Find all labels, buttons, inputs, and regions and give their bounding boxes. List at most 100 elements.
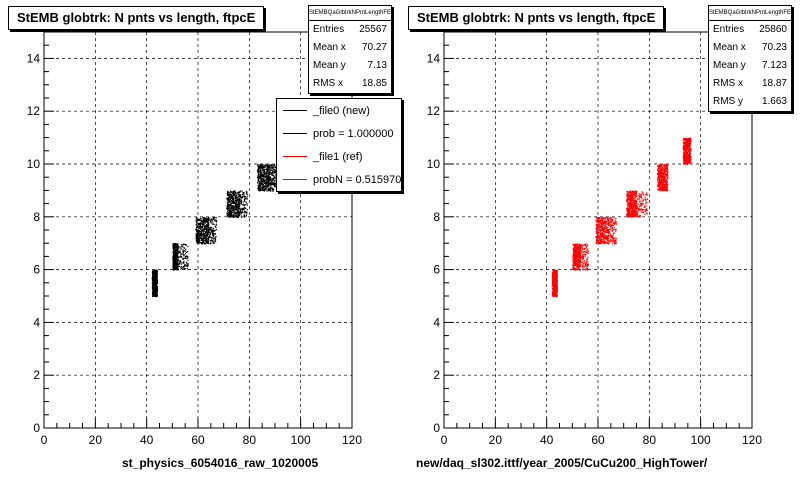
scatter-point <box>180 248 182 250</box>
scatter-point <box>274 166 276 168</box>
scatter-point <box>630 191 632 193</box>
legend-swatch <box>283 156 307 157</box>
scatter-point <box>627 198 630 200</box>
scatter-point <box>180 262 182 264</box>
scatter-point <box>604 217 607 219</box>
scatter-point <box>264 165 266 167</box>
scatter-point <box>603 230 605 232</box>
scatter-point <box>611 220 613 222</box>
scatter-point <box>575 250 577 252</box>
x-tick-label: 20 <box>489 433 503 447</box>
scatter-point <box>263 173 265 175</box>
scatter-point <box>184 265 186 267</box>
scatter-point <box>212 218 214 220</box>
scatter-point <box>186 265 188 268</box>
scatter-point <box>264 173 266 175</box>
scatter-point <box>632 210 634 212</box>
scatter-point <box>200 234 202 236</box>
scatter-point <box>207 240 209 242</box>
scatter-point <box>574 258 576 260</box>
scatter-point <box>632 216 634 218</box>
scatter-point <box>197 229 199 231</box>
scatter-point <box>603 220 605 222</box>
scatter-point <box>607 242 609 244</box>
scatter-point <box>175 243 177 245</box>
scatter-point <box>578 262 581 265</box>
scatter-point <box>580 245 582 247</box>
scatter-point <box>155 293 157 295</box>
scatter-point <box>268 166 270 168</box>
scatter-point <box>227 191 229 193</box>
scatter-point <box>631 206 633 208</box>
scatter-point <box>233 200 235 202</box>
scatter-point <box>235 196 238 198</box>
scatter-point <box>602 234 604 237</box>
scatter-point <box>258 175 260 178</box>
scatter-point <box>574 252 576 254</box>
scatter-point <box>184 264 186 266</box>
scatter-point <box>152 276 154 279</box>
scatter-point <box>260 169 262 171</box>
scatter-point <box>274 180 276 182</box>
scatter-point <box>553 284 555 286</box>
scatter-point <box>631 196 633 198</box>
scatter-point <box>596 220 598 222</box>
scatter-point <box>207 242 209 244</box>
scatter-point <box>578 248 580 250</box>
scatter-point <box>235 197 237 199</box>
scatter-point <box>203 229 205 231</box>
scatter-point <box>578 255 581 257</box>
scatter-point <box>197 232 199 234</box>
scatter-point <box>209 228 211 230</box>
scatter-point <box>154 289 156 291</box>
scatter-point <box>200 227 202 229</box>
scatter-point <box>236 216 238 218</box>
scatter-point <box>632 214 634 216</box>
scatter-point <box>228 213 230 215</box>
scatter-point <box>599 217 601 219</box>
scatter-point <box>176 262 178 265</box>
scatter-point <box>227 213 229 215</box>
scatter-point <box>584 262 586 264</box>
scatter-point <box>173 244 175 246</box>
scatter-point <box>152 280 154 282</box>
scatter-point <box>268 179 270 181</box>
scatter-point <box>582 268 584 270</box>
scatter-point <box>204 219 207 221</box>
scatter-point <box>176 243 178 245</box>
scatter-point <box>598 229 600 231</box>
scatter-point <box>586 269 588 271</box>
scatter-point <box>233 213 235 215</box>
scatter-point <box>183 265 185 267</box>
scatter-point <box>239 200 241 202</box>
scatter-point <box>151 272 154 274</box>
scatter-point <box>273 171 275 173</box>
scatter-point <box>198 237 200 239</box>
scatter-point <box>230 204 232 206</box>
scatter-point <box>555 293 558 295</box>
scatter-point <box>581 256 583 258</box>
scatter-point <box>606 231 608 233</box>
scatter-point <box>213 224 215 226</box>
scatter-point <box>260 182 262 184</box>
scatter-point <box>264 169 266 171</box>
scatter-point <box>199 226 201 228</box>
scatter-point <box>611 230 613 232</box>
scatter-point <box>585 260 587 262</box>
scatter-point <box>177 261 179 263</box>
scatter-point <box>262 170 264 172</box>
scatter-point <box>635 200 638 202</box>
scatter-point <box>262 185 264 187</box>
scatter-point <box>214 232 216 235</box>
scatter-point <box>613 222 615 224</box>
scatter-point <box>210 221 212 223</box>
scatter-point <box>626 191 628 193</box>
scatter-point <box>263 169 265 171</box>
scatter-point <box>606 230 608 232</box>
scatter-point <box>609 241 611 243</box>
scatter-point <box>269 176 271 178</box>
x-tick-label: 60 <box>191 433 205 447</box>
scatter-point <box>576 256 578 258</box>
scatter-point <box>201 225 203 227</box>
scatter-point <box>152 289 154 291</box>
